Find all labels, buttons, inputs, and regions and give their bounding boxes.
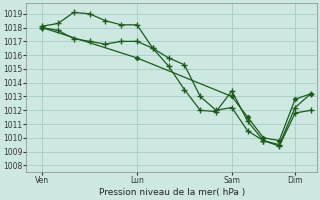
X-axis label: Pression niveau de la mer( hPa ): Pression niveau de la mer( hPa ): [99, 188, 245, 197]
